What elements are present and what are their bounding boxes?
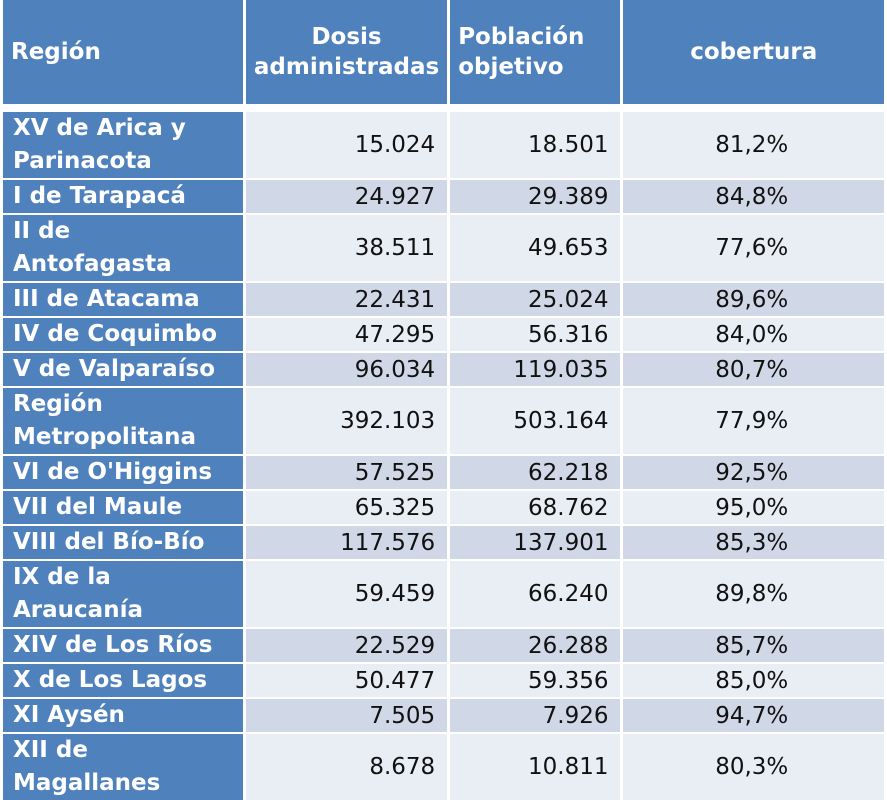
poblacion-cell: 68.762	[450, 489, 621, 524]
table-row: III de Atacama 22.431 25.024 89,6%	[3, 281, 884, 316]
table-row: V de Valparaíso 96.034 119.035 80,7%	[3, 351, 884, 386]
dosis-cell: 117.576	[245, 524, 448, 559]
dosis-cell: 38.511	[245, 213, 448, 281]
table-row: Región Metropolitana 392.103 503.164 77,…	[3, 386, 884, 454]
cobertura-cell: 77,9%	[623, 386, 884, 454]
cobertura-cell: 85,0%	[623, 662, 884, 697]
region-cell: XII de Magallanes	[3, 732, 243, 800]
dosis-cell: 8.678	[245, 732, 448, 800]
header-row: Región Dosis administradas Población obj…	[3, 0, 884, 104]
cobertura-cell: 89,6%	[623, 281, 884, 316]
dosis-cell: 59.459	[245, 559, 448, 627]
poblacion-cell: 59.356	[450, 662, 621, 697]
region-cell: XI Aysén	[3, 697, 243, 732]
cobertura-cell: 89,8%	[623, 559, 884, 627]
table-body: XV de Arica y Parinacota 15.024 18.501 8…	[3, 104, 884, 800]
table-row: II de Antofagasta 38.511 49.653 77,6%	[3, 213, 884, 281]
dosis-cell: 15.024	[245, 104, 448, 178]
poblacion-cell: 66.240	[450, 559, 621, 627]
region-cell: I de Tarapacá	[3, 178, 243, 213]
table-row: VI de O'Higgins 57.525 62.218 92,5%	[3, 454, 884, 489]
header-cobertura: cobertura	[623, 0, 884, 104]
cobertura-cell: 84,0%	[623, 316, 884, 351]
dosis-cell: 22.529	[245, 627, 448, 662]
dosis-cell: 392.103	[245, 386, 448, 454]
poblacion-cell: 503.164	[450, 386, 621, 454]
region-cell: XV de Arica y Parinacota	[3, 104, 243, 178]
region-cell: IV de Coquimbo	[3, 316, 243, 351]
cobertura-cell: 92,5%	[623, 454, 884, 489]
poblacion-cell: 25.024	[450, 281, 621, 316]
table-row: I de Tarapacá 24.927 29.389 84,8%	[3, 178, 884, 213]
table-row: VIII del Bío-Bío 117.576 137.901 85,3%	[3, 524, 884, 559]
poblacion-cell: 26.288	[450, 627, 621, 662]
dosis-cell: 50.477	[245, 662, 448, 697]
region-cell: IX de la Araucanía	[3, 559, 243, 627]
poblacion-cell: 56.316	[450, 316, 621, 351]
dosis-cell: 22.431	[245, 281, 448, 316]
region-cell: VII del Maule	[3, 489, 243, 524]
table-row: XIV de Los Ríos 22.529 26.288 85,7%	[3, 627, 884, 662]
region-cell: XIV de Los Ríos	[3, 627, 243, 662]
region-cell: VI de O'Higgins	[3, 454, 243, 489]
cobertura-cell: 95,0%	[623, 489, 884, 524]
poblacion-cell: 119.035	[450, 351, 621, 386]
region-cell: X de Los Lagos	[3, 662, 243, 697]
table-row: VII del Maule 65.325 68.762 95,0%	[3, 489, 884, 524]
dosis-cell: 65.325	[245, 489, 448, 524]
region-cell: V de Valparaíso	[3, 351, 243, 386]
dosis-cell: 96.034	[245, 351, 448, 386]
table-row: XV de Arica y Parinacota 15.024 18.501 8…	[3, 104, 884, 178]
cobertura-cell: 81,2%	[623, 104, 884, 178]
region-cell: II de Antofagasta	[3, 213, 243, 281]
cobertura-cell: 80,3%	[623, 732, 884, 800]
region-cell: Región Metropolitana	[3, 386, 243, 454]
poblacion-cell: 18.501	[450, 104, 621, 178]
region-cell: VIII del Bío-Bío	[3, 524, 243, 559]
dosis-cell: 47.295	[245, 316, 448, 351]
region-cell: III de Atacama	[3, 281, 243, 316]
poblacion-cell: 137.901	[450, 524, 621, 559]
header-region: Región	[3, 0, 243, 104]
header-poblacion: Población objetivo	[450, 0, 621, 104]
poblacion-cell: 62.218	[450, 454, 621, 489]
table-row: IX de la Araucanía 59.459 66.240 89,8%	[3, 559, 884, 627]
header-dosis: Dosis administradas	[245, 0, 448, 104]
table-row: IV de Coquimbo 47.295 56.316 84,0%	[3, 316, 884, 351]
cobertura-cell: 80,7%	[623, 351, 884, 386]
cobertura-cell: 85,7%	[623, 627, 884, 662]
cobertura-cell: 84,8%	[623, 178, 884, 213]
dosis-cell: 7.505	[245, 697, 448, 732]
table-row: XI Aysén 7.505 7.926 94,7%	[3, 697, 884, 732]
table-row: X de Los Lagos 50.477 59.356 85,0%	[3, 662, 884, 697]
table-row: XII de Magallanes 8.678 10.811 80,3%	[3, 732, 884, 800]
dosis-cell: 57.525	[245, 454, 448, 489]
poblacion-cell: 10.811	[450, 732, 621, 800]
poblacion-cell: 29.389	[450, 178, 621, 213]
dosis-cell: 24.927	[245, 178, 448, 213]
poblacion-cell: 49.653	[450, 213, 621, 281]
cobertura-cell: 85,3%	[623, 524, 884, 559]
cobertura-cell: 94,7%	[623, 697, 884, 732]
poblacion-cell: 7.926	[450, 697, 621, 732]
cobertura-cell: 77,6%	[623, 213, 884, 281]
